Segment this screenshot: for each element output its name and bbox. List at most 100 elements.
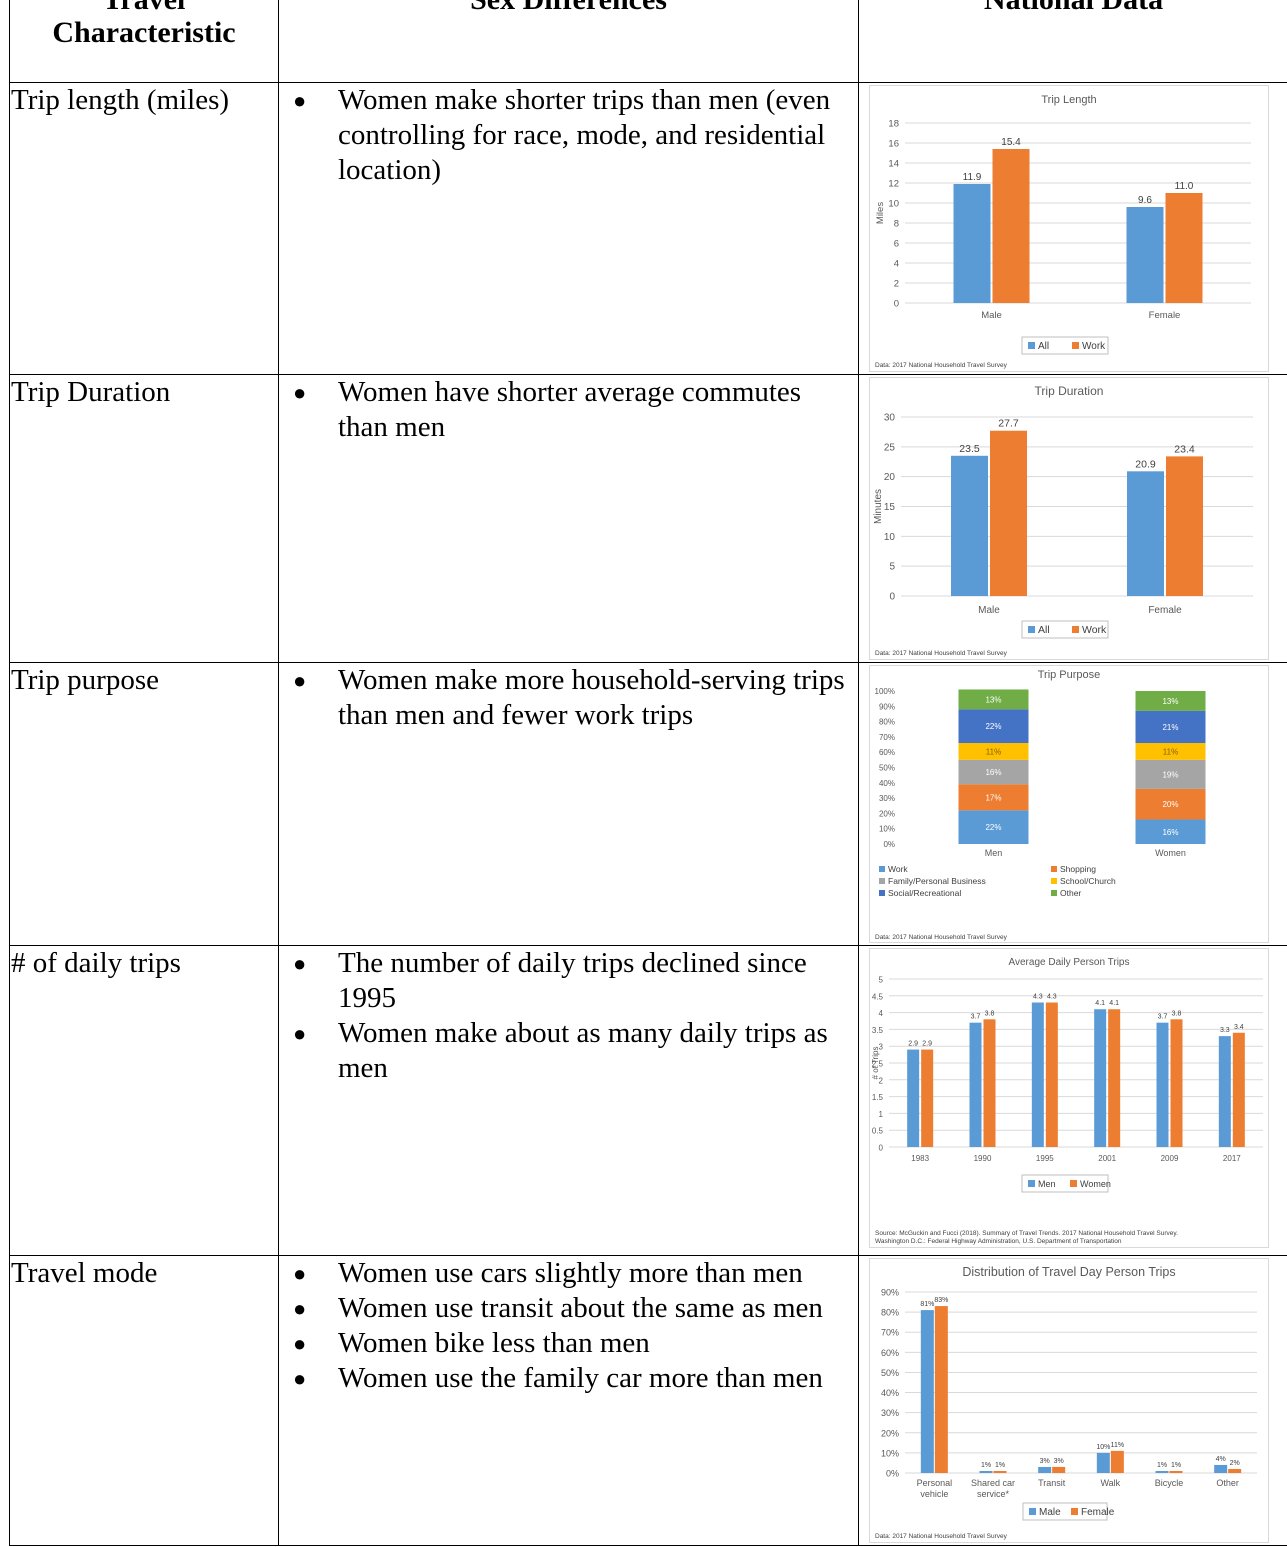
bullet-text: Women use cars slightly more than men — [338, 1257, 803, 1289]
bullet-icon: ● — [293, 1296, 307, 1321]
data-label: 16% — [1162, 828, 1178, 837]
chart-title: Distribution of Travel Day Person Trips — [962, 1265, 1175, 1279]
y-tick-label: 70% — [879, 733, 895, 742]
data-label: 3.3 — [1220, 1027, 1230, 1034]
y-tick-label: 12 — [888, 179, 899, 190]
y-tick-label: 0 — [889, 592, 895, 603]
chart-frame — [869, 948, 1269, 1248]
data-label: 3.7 — [1158, 1014, 1168, 1021]
legend-label: Social/Recreational — [888, 888, 961, 898]
y-tick-label: 60% — [879, 748, 895, 757]
x-tick-label: Bicycle — [1155, 1478, 1184, 1488]
y-tick-label: 50% — [879, 764, 895, 773]
data-label: 81% — [920, 1301, 934, 1308]
bar — [990, 430, 1027, 596]
chart-source-2: Washington D.C.: Federal Highway Adminis… — [875, 1238, 1122, 1245]
legend-swatch — [1028, 342, 1035, 349]
data-label: 3.8 — [985, 1010, 995, 1017]
legend-label: Shopping — [1060, 864, 1096, 874]
y-tick-label: 90% — [879, 702, 895, 711]
data-label: 83% — [934, 1297, 948, 1304]
y-tick-label: 10 — [884, 532, 896, 543]
data-label: 13% — [1162, 697, 1178, 706]
data-label: 11% — [1111, 1442, 1125, 1449]
bar — [979, 1470, 993, 1473]
bullet-text: Women make shorter trips than men (even … — [338, 84, 831, 186]
bar-segment — [958, 759, 1029, 785]
bar — [1166, 456, 1203, 596]
chart-frame — [869, 665, 1269, 943]
legend-box — [1021, 1174, 1109, 1193]
x-tick-label: Female — [1148, 605, 1182, 616]
bullet-icon: ● — [293, 380, 307, 405]
bar — [1094, 1009, 1107, 1147]
bar-segment — [1135, 710, 1206, 744]
bar — [1108, 1009, 1121, 1147]
bar — [1155, 1470, 1169, 1473]
legend-swatch — [879, 878, 885, 884]
travel-mode-chart: Distribution of Travel Day Person Trips 0… — [869, 1258, 1269, 1543]
data-label: 3% — [1054, 1458, 1064, 1465]
bullet-icon: ● — [293, 1261, 307, 1286]
bar — [1045, 1002, 1058, 1147]
legend-swatch — [1028, 626, 1035, 633]
legend-swatch — [879, 890, 885, 896]
legend-label: Women — [1080, 1179, 1111, 1189]
bullet-item: ● Women make more household-serving trips… — [279, 663, 858, 733]
differences-cell: ● The number of daily trips declined sinc… — [278, 945, 859, 1256]
table-row: Travel mode ● Women use cars slightly mor… — [9, 1255, 1287, 1546]
trip-purpose-chart: Trip Purpose 0% 10% 20% 30% 40% 50% 60% 70% 80% 90… — [869, 665, 1269, 943]
bar-segment — [958, 743, 1029, 760]
data-label: 10% — [1096, 1444, 1110, 1451]
legend-label: Work — [888, 864, 908, 874]
data-label: 1% — [995, 1462, 1005, 1469]
data-label: 2% — [1230, 1460, 1240, 1467]
data-label: 20% — [1162, 800, 1178, 809]
legend-swatch — [1051, 866, 1057, 872]
national-data-cell: Trip Purpose 0% 10% 20% 30% 40% 50% 60% 70% 80% 90… — [858, 662, 1287, 946]
bar-segment — [1135, 819, 1206, 844]
y-tick-label: 10% — [879, 825, 895, 834]
bar — [983, 1019, 996, 1147]
y-tick-label: 25 — [884, 442, 896, 453]
bullet-icon: ● — [293, 1021, 307, 1046]
bar — [1052, 1466, 1066, 1473]
bullet-item: ● Women use transit about the same as men — [279, 1291, 858, 1326]
y-tick-label: 5 — [879, 976, 884, 985]
y-tick-label: 0% — [883, 840, 895, 849]
legend-swatch — [1028, 1180, 1035, 1187]
chart-frame — [869, 85, 1269, 372]
national-data-cell: Distribution of Travel Day Person Trips 0… — [858, 1255, 1287, 1546]
bullet-list: ● The number of daily trips declined sinc… — [279, 946, 858, 1086]
bar — [953, 184, 991, 303]
differences-cell: ● Women make more household-serving trips… — [278, 662, 859, 946]
legend-swatch — [1071, 1508, 1078, 1515]
bar — [1038, 1466, 1052, 1473]
legend-swatch — [1051, 890, 1057, 896]
bullet-item: ● The number of daily trips declined sinc… — [279, 946, 858, 1016]
bullet-item: ● Women make about as many daily trips as… — [279, 1016, 858, 1086]
bullet-list: ● Women make more household-serving trips… — [279, 663, 858, 733]
bar — [1214, 1464, 1228, 1473]
bullet-icon: ● — [293, 1366, 307, 1391]
table-row: Trip purpose ● Women make more household-… — [9, 662, 1287, 946]
chart-title: Trip Duration — [1035, 384, 1104, 398]
legend-label: Work — [1082, 341, 1106, 352]
legend-swatch — [879, 866, 885, 872]
data-label: 3.7 — [971, 1014, 981, 1021]
legend-box — [1021, 336, 1109, 355]
characteristic-cell: Trip Duration — [9, 374, 279, 663]
data-label: 1% — [1171, 1462, 1181, 1469]
differences-cell: ● Women use cars slightly more than men ●… — [278, 1255, 859, 1546]
chart-source: Data: 2017 National Household Travel Sur… — [875, 362, 1008, 369]
legend-label: Female — [1081, 1507, 1115, 1518]
bullet-text: Women have shorter average commutes than… — [338, 376, 802, 443]
chart-title: Trip Purpose — [1038, 669, 1101, 681]
bullet-text: Women make more household-serving trips … — [338, 664, 845, 731]
bar — [1232, 1032, 1245, 1147]
data-label: 3% — [1040, 1458, 1050, 1465]
bullet-text: Women use transit about the same as men — [338, 1292, 823, 1324]
bullet-item: ● Women bike less than men — [279, 1326, 858, 1361]
y-tick-label: 90% — [881, 1288, 899, 1298]
legend-label: School/Church — [1060, 876, 1116, 886]
